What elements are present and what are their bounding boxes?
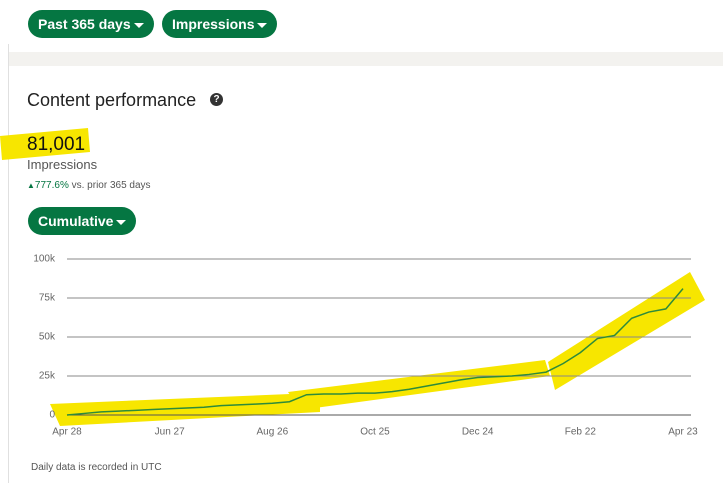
highlight — [548, 272, 705, 390]
footnote: Daily data is recorded in UTC — [31, 462, 162, 473]
x-tick-label: Jun 27 — [155, 427, 185, 438]
metric-change: ▲777.6% vs. prior 365 days — [27, 180, 151, 191]
y-tick-label: 75k — [39, 293, 56, 304]
view-button[interactable]: Cumulative — [28, 207, 137, 235]
x-tick-label: Aug 26 — [256, 427, 288, 438]
y-tick-label: 25k — [39, 371, 56, 382]
x-tick-label: Dec 24 — [462, 427, 494, 438]
x-tick-label: Apr 23 — [668, 427, 698, 438]
x-tick-label: Feb 22 — [565, 427, 597, 438]
line — [66, 288, 684, 416]
filter-button[interactable]: Past 365 days — [28, 10, 154, 38]
x-tick-label: Oct 25 — [360, 427, 390, 438]
filter-button[interactable]: Impressions — [162, 10, 278, 38]
change-value: 777.6% — [34, 180, 69, 191]
button-label: Past 365 days — [38, 16, 131, 32]
highlight — [288, 360, 550, 410]
y-tick-label: 50k — [39, 332, 56, 343]
y-tick-label: 100k — [33, 254, 56, 265]
x-tick-label: Apr 28 — [52, 427, 82, 438]
button-label: Cumulative — [38, 213, 114, 229]
help-icon[interactable]: ? — [210, 93, 223, 106]
change-period: vs. prior 365 days — [71, 180, 151, 191]
metric-label: Impressions — [27, 157, 98, 172]
button-label: Impressions — [172, 16, 255, 32]
divider-band — [8, 52, 723, 66]
y-tick-label: 0 — [49, 410, 55, 421]
section-title: Content performance — [27, 90, 197, 110]
highlight — [50, 394, 320, 426]
highlight — [0, 128, 90, 160]
metric-value: 81,001 — [27, 134, 86, 155]
chart: 0 25k 50k 75k 100k Apr 28 Jun 27 Aug 26 Oct 25 De… — [33, 254, 698, 438]
